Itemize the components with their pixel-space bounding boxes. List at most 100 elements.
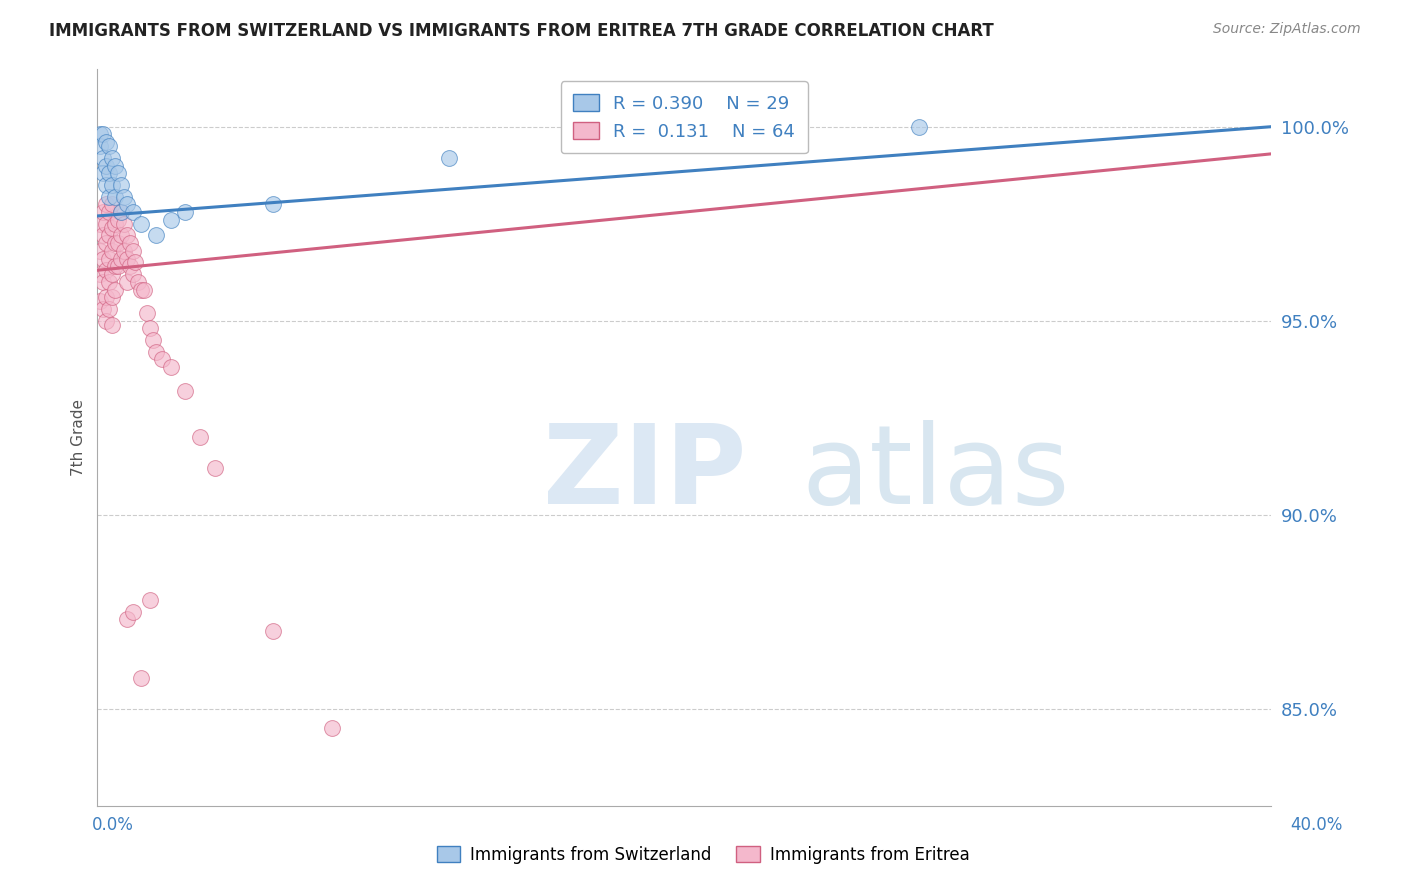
Text: atlas: atlas: [801, 420, 1070, 527]
Point: [91, 151, 114, 165]
Point: [118, 236, 141, 251]
Point: [89, 244, 111, 258]
Point: [174, 384, 197, 398]
Point: [110, 205, 132, 219]
Point: [110, 178, 132, 192]
Point: [98, 252, 121, 266]
Point: [131, 283, 153, 297]
Point: [107, 236, 129, 251]
Point: [150, 352, 173, 367]
Point: [98, 301, 121, 316]
Point: [107, 166, 129, 180]
Point: [101, 318, 124, 332]
Point: [104, 159, 127, 173]
Point: [96, 314, 118, 328]
Point: [89, 294, 111, 309]
Point: [96, 290, 118, 304]
Point: [91, 128, 114, 142]
Point: [96, 159, 118, 173]
Point: [91, 205, 114, 219]
Point: [145, 344, 167, 359]
Point: [112, 244, 135, 258]
Point: [89, 128, 111, 142]
Point: [98, 139, 121, 153]
Point: [96, 135, 118, 149]
Point: [908, 120, 931, 134]
Point: [104, 189, 127, 203]
Point: [124, 255, 146, 269]
Point: [121, 205, 143, 219]
Point: [89, 267, 111, 281]
Point: [91, 301, 114, 316]
Point: [139, 593, 162, 607]
Point: [104, 217, 127, 231]
Point: [101, 220, 124, 235]
Point: [142, 333, 165, 347]
Point: [91, 275, 114, 289]
Point: [115, 228, 138, 243]
Point: [188, 430, 211, 444]
Point: [96, 263, 118, 277]
Point: [107, 212, 129, 227]
Point: [101, 267, 124, 281]
Point: [96, 178, 118, 192]
Point: [98, 166, 121, 180]
Point: [110, 252, 132, 266]
Point: [131, 671, 153, 685]
Point: [96, 217, 118, 231]
Point: [127, 275, 149, 289]
Point: [101, 290, 124, 304]
Point: [159, 212, 181, 227]
Point: [115, 197, 138, 211]
Point: [101, 244, 124, 258]
Point: [121, 605, 143, 619]
Point: [96, 236, 118, 251]
Point: [89, 139, 111, 153]
Point: [98, 189, 121, 203]
Point: [101, 178, 124, 192]
Point: [673, 128, 696, 142]
Point: [159, 360, 181, 375]
Point: [98, 275, 121, 289]
Text: IMMIGRANTS FROM SWITZERLAND VS IMMIGRANTS FROM ERITREA 7TH GRADE CORRELATION CHA: IMMIGRANTS FROM SWITZERLAND VS IMMIGRANT…: [49, 22, 994, 40]
Point: [204, 461, 226, 475]
Point: [104, 236, 127, 251]
Point: [91, 228, 114, 243]
Point: [104, 260, 127, 274]
Point: [262, 624, 284, 638]
Point: [98, 228, 121, 243]
Point: [110, 205, 132, 219]
Point: [91, 166, 114, 180]
Text: ZIP: ZIP: [543, 420, 747, 527]
Legend: Immigrants from Switzerland, Immigrants from Eritrea: Immigrants from Switzerland, Immigrants …: [430, 839, 976, 871]
Point: [115, 252, 138, 266]
Point: [115, 612, 138, 626]
Point: [104, 283, 127, 297]
Point: [321, 721, 343, 735]
Point: [136, 306, 159, 320]
Point: [115, 275, 138, 289]
Legend: R = 0.390    N = 29, R =  0.131    N = 64: R = 0.390 N = 29, R = 0.131 N = 64: [561, 81, 807, 153]
Point: [112, 189, 135, 203]
Y-axis label: 7th Grade: 7th Grade: [72, 399, 86, 475]
Point: [96, 197, 118, 211]
Text: 40.0%: 40.0%: [1291, 816, 1343, 834]
Point: [262, 197, 284, 211]
Point: [439, 151, 461, 165]
Point: [131, 217, 153, 231]
Point: [121, 244, 143, 258]
Point: [89, 217, 111, 231]
Point: [101, 151, 124, 165]
Point: [110, 228, 132, 243]
Point: [121, 267, 143, 281]
Point: [112, 217, 135, 231]
Point: [101, 197, 124, 211]
Point: [91, 252, 114, 266]
Point: [139, 321, 162, 335]
Point: [134, 283, 156, 297]
Point: [145, 228, 167, 243]
Text: Source: ZipAtlas.com: Source: ZipAtlas.com: [1213, 22, 1361, 37]
Point: [118, 260, 141, 274]
Point: [98, 205, 121, 219]
Point: [174, 205, 197, 219]
